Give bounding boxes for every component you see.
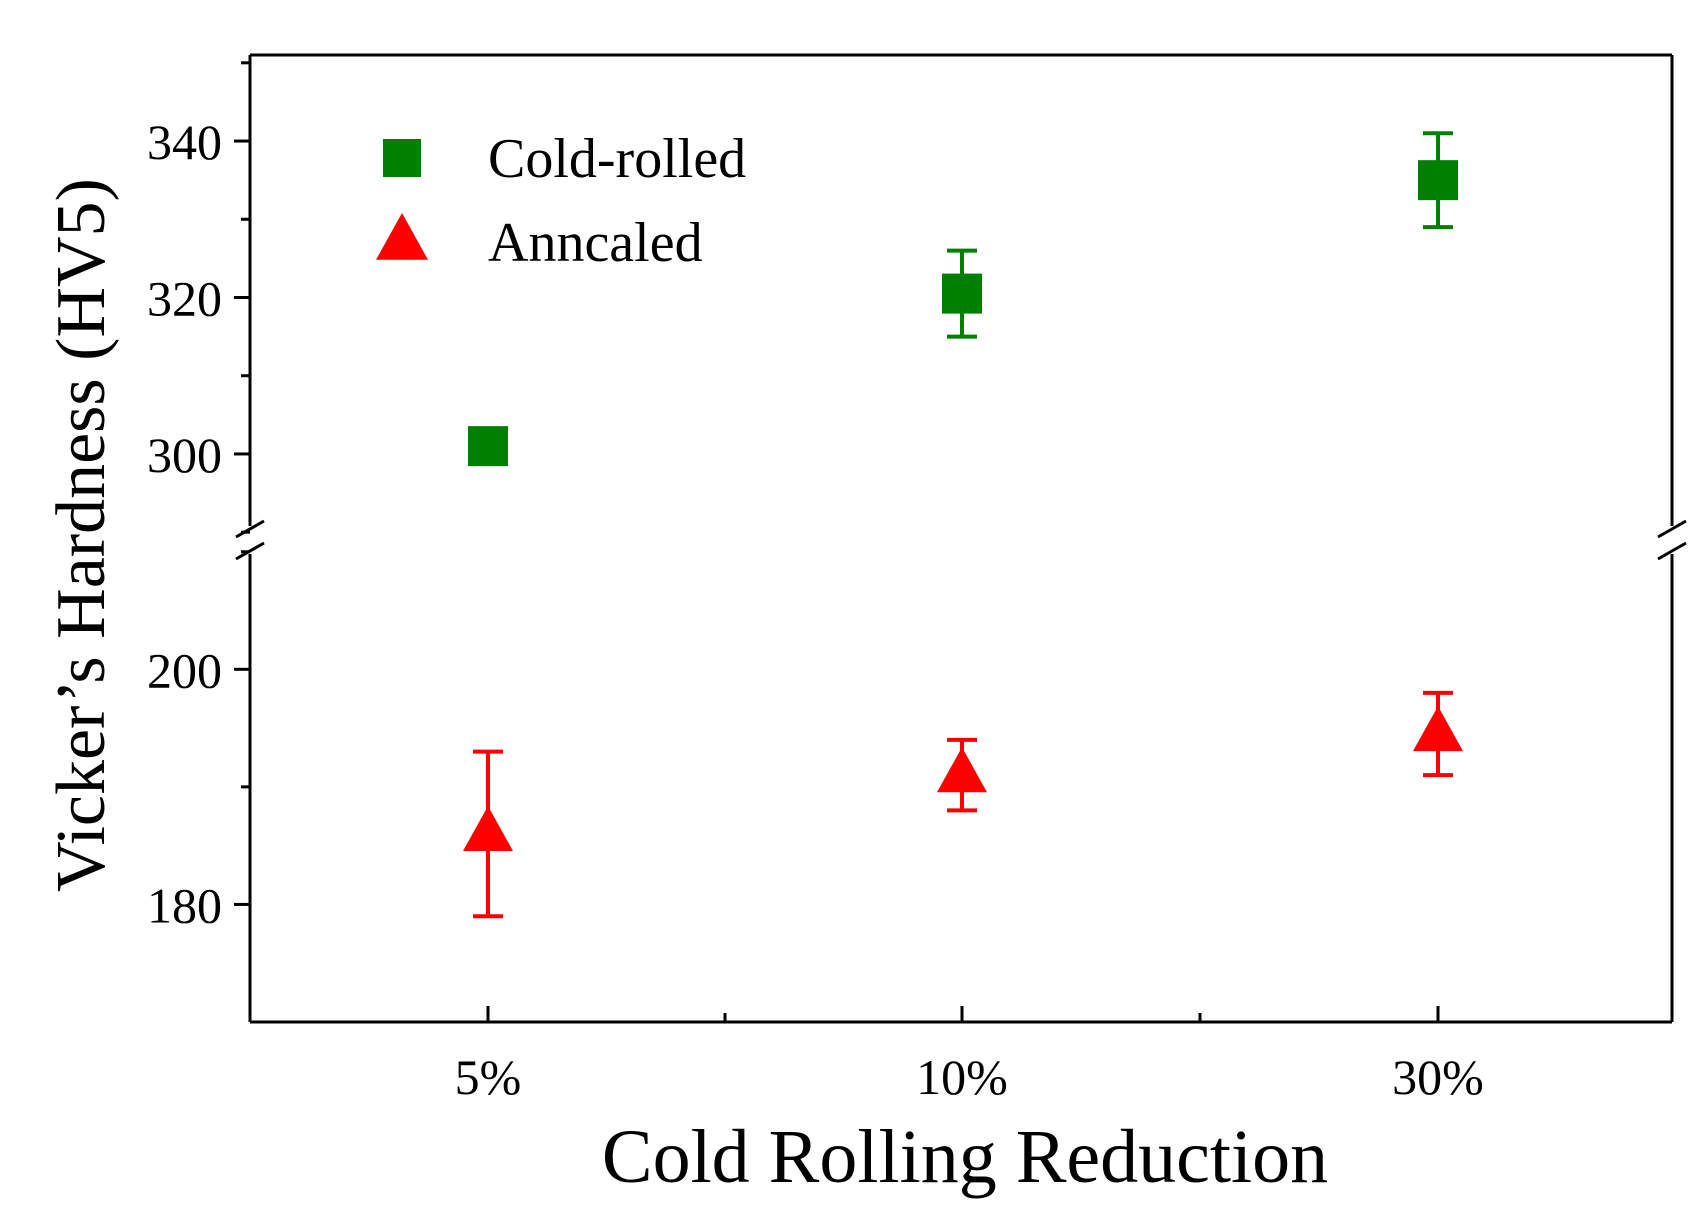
y-tick-label: 320 <box>147 271 222 327</box>
y-tick-label: 200 <box>147 642 222 698</box>
legend-square-icon <box>383 139 421 177</box>
series-annealed <box>463 690 1463 919</box>
series-cold-rolled <box>468 131 1458 467</box>
y-tick-label: 300 <box>147 427 222 483</box>
legend-label: Cold-rolled <box>488 128 746 190</box>
data-point-square <box>468 426 508 467</box>
ticks: 300 320 340 180 200 5% 10% 30% <box>147 61 1484 1105</box>
data-point-triangle <box>1413 706 1463 752</box>
x-tick-label: 10% <box>916 1049 1008 1105</box>
y-tick-label: 340 <box>147 114 222 170</box>
axes <box>235 53 1687 1024</box>
x-tick-label: 5% <box>455 1049 522 1105</box>
legend-triangle-icon <box>376 212 428 260</box>
data-marks <box>463 131 1463 919</box>
data-point-square <box>942 273 982 314</box>
legend-label: Anncaled <box>488 212 703 274</box>
data-point-square <box>1418 160 1458 201</box>
data-point-triangle <box>937 747 987 793</box>
right-axis-break-mark <box>1657 519 1687 539</box>
legend: Cold-rolled Anncaled <box>376 128 746 274</box>
right-axis-break-mark <box>1657 541 1687 561</box>
x-axis-label: Cold Rolling Reduction <box>602 1115 1328 1199</box>
data-point-triangle <box>463 806 513 852</box>
y-axis-break-mark <box>235 519 265 539</box>
y-axis-label: Vicker’s Hardness (HV5) <box>43 178 120 892</box>
x-tick-label: 30% <box>1392 1049 1484 1105</box>
y-tick-label: 180 <box>147 877 222 933</box>
